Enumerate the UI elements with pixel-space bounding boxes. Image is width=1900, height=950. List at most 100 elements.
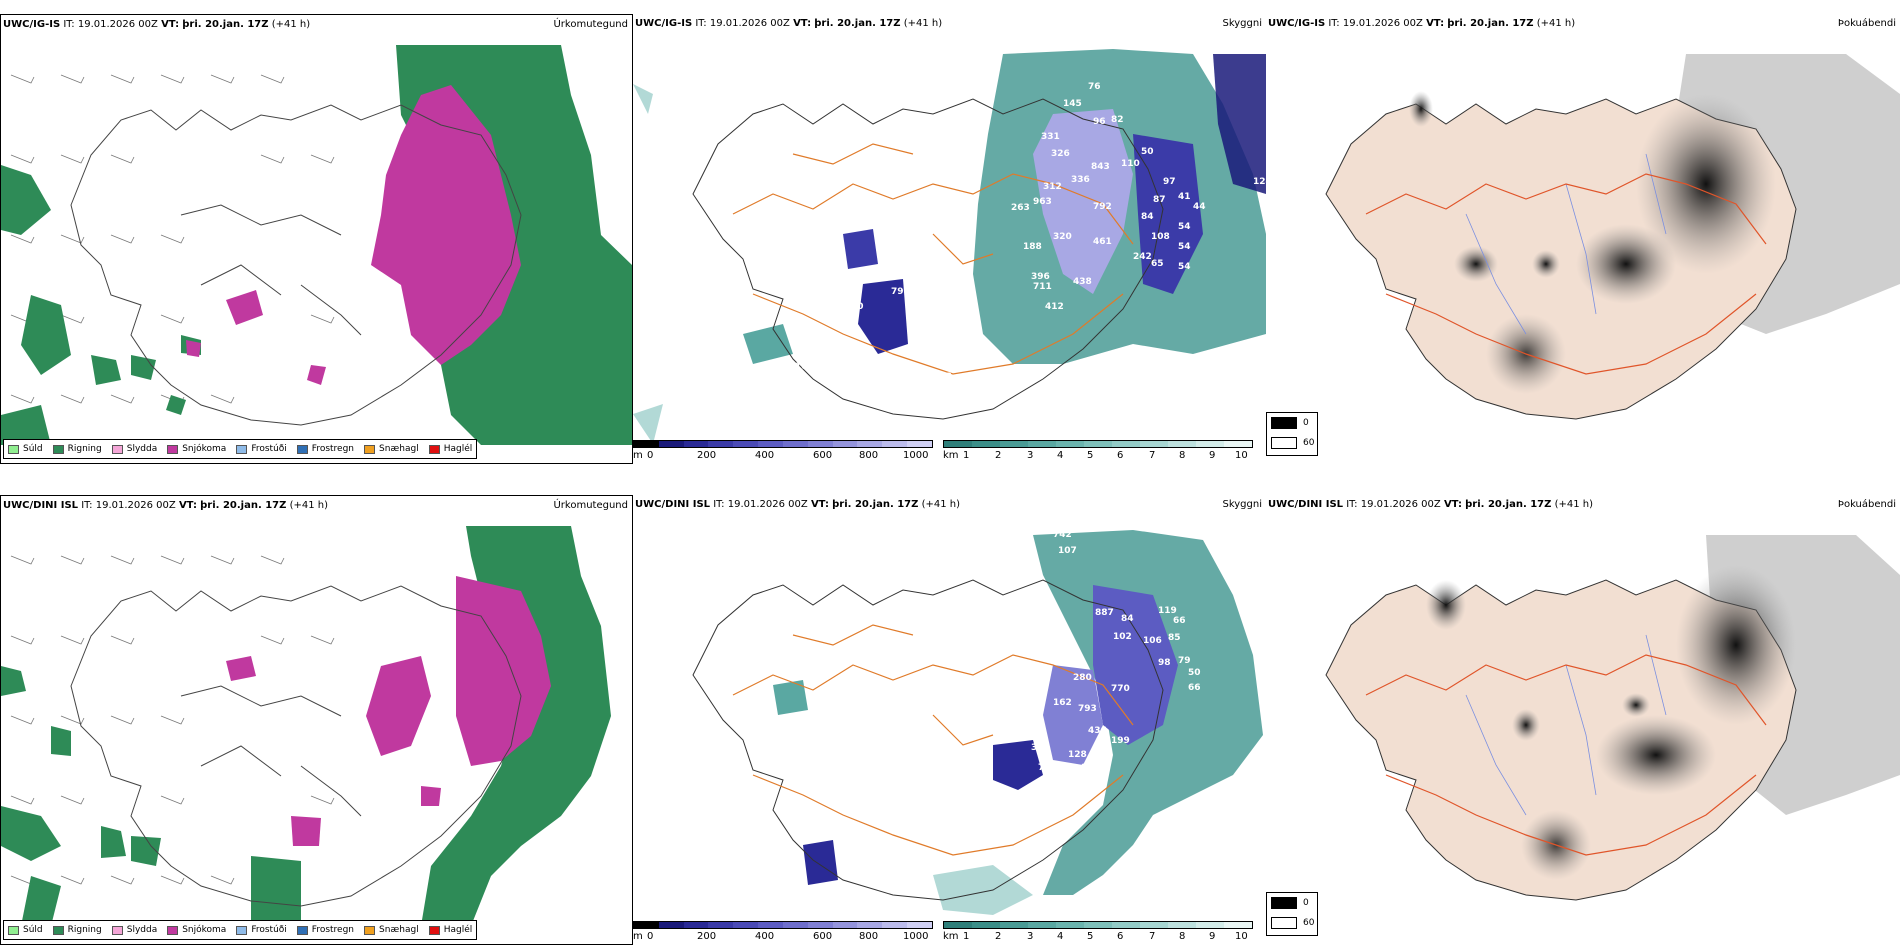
vt-label: VT:	[1426, 18, 1445, 29]
legend-label: Frostúði	[251, 444, 287, 454]
colorbar-cell	[882, 441, 908, 447]
cloud-base-value: 782	[1038, 763, 1057, 773]
precip-panel-bottom: UWC/DINI ISL IT: 19.01.2026 00Z VT: þri.…	[0, 495, 633, 945]
cloud-base-value: 108	[1151, 232, 1170, 242]
colorbar-cell	[733, 441, 759, 447]
cloud-base-value: 326	[1051, 149, 1070, 159]
colorbar-cell	[782, 441, 808, 447]
cloud-base-value: 312	[1043, 182, 1062, 192]
legend-item: Snæhagl	[364, 925, 419, 935]
legend-label: Snjókoma	[182, 925, 227, 935]
colorbar-cell	[1196, 441, 1224, 447]
cloud-base-value: 34	[897, 882, 910, 892]
colorbar-tick: 10	[1235, 450, 1248, 461]
it-value: 19.01.2026 00Z	[95, 500, 176, 511]
colorbar-cell	[634, 922, 659, 928]
legend-label: Haglél	[443, 444, 473, 454]
rain-areas	[1, 45, 632, 445]
cloud-base-value: 104	[887, 856, 906, 866]
colorbar-cell	[1224, 441, 1252, 447]
fog-legend-label: 60	[1303, 918, 1315, 928]
colorbar-tick: 9	[1209, 931, 1216, 942]
cloud-base-value: 843	[1091, 162, 1110, 172]
colorbar-unit: km	[943, 450, 959, 461]
colorbar-cell	[658, 922, 684, 928]
legend-item: Haglél	[428, 444, 473, 454]
colorbar-cell	[1196, 922, 1224, 928]
colorbar-cell	[683, 922, 709, 928]
height-colorbar-ticks: m 0 200 400 600 800 1000	[633, 450, 933, 462]
fog-legend-item: 60	[1271, 917, 1314, 929]
cloud-base-value: 50	[1141, 147, 1154, 157]
vt-value: þri. 20.jan. 17Z	[200, 500, 287, 511]
legend-item: Súld	[8, 444, 43, 454]
colorbar-cell	[1168, 441, 1196, 447]
visibility-colorbar: km 1 2 3 4 5 6 7 8 9 10	[943, 919, 1253, 945]
legend-item: Slydda	[111, 925, 157, 935]
legend-item: Snæhagl	[364, 444, 419, 454]
colorbar-tick: 2	[995, 450, 1002, 461]
vt-value: þri. 20.jan. 17Z	[832, 499, 919, 510]
cloud-base-value: 58	[875, 873, 888, 883]
legend-item: Súld	[8, 925, 43, 935]
cloud-base-value: 436	[1088, 726, 1107, 736]
fog-map	[1325, 535, 1900, 901]
panel-header: UWC/DINI ISL IT: 19.01.2026 00Z VT: þri.…	[1, 496, 632, 516]
cloud-base-value: 119	[1158, 606, 1177, 616]
legend-item: Snjókoma	[167, 444, 226, 454]
legend-swatch	[111, 925, 123, 935]
legend-item: Frostregn	[296, 444, 354, 454]
legend-label: Frostúði	[251, 925, 287, 935]
visibility-fields	[773, 530, 1263, 915]
cloud-base-value: 44	[1193, 202, 1206, 212]
cloud-base-value: 792	[1093, 202, 1112, 212]
snow-areas	[226, 576, 551, 846]
cloud-base-value: 32	[865, 894, 878, 904]
cloud-base-value: 336	[1071, 175, 1090, 185]
cloud-base-value: 54	[1178, 222, 1191, 232]
it-value: 19.01.2026 00Z	[77, 19, 158, 30]
cloud-base-value: 65	[1151, 259, 1164, 269]
colorbar-tick: 800	[859, 450, 879, 461]
colorbar-cell	[972, 922, 1000, 928]
lead-time: (+41 h)	[903, 18, 943, 29]
cloud-base-value: 331	[1041, 132, 1060, 142]
colorbar-tick: 600	[813, 450, 833, 461]
vt-label: VT:	[1443, 499, 1462, 510]
cloud-base-value: 76	[1088, 82, 1101, 92]
legend-item: Rigning	[52, 925, 102, 935]
legend-swatch	[8, 925, 19, 935]
height-colorbar: m 0 200 400 600 800 1000	[633, 919, 933, 945]
panel-header: UWC/IG-IS IT: 19.01.2026 00Z VT: þri. 20…	[1, 15, 632, 35]
colorbar-cell	[1056, 922, 1084, 928]
roads	[1365, 173, 1767, 375]
fog-legend-bottom: 0 60	[1266, 892, 1318, 936]
cloud-base-value: 244	[913, 422, 932, 432]
cloud-base-value: 107	[795, 362, 814, 372]
colorbar-cell	[1028, 441, 1056, 447]
legend-label: Snjókoma	[182, 444, 227, 454]
legend-item: Frostregn	[296, 925, 354, 935]
cloud-base-value: 412	[1045, 302, 1064, 312]
colorbar-cell	[832, 441, 858, 447]
cloud-base-value: 128	[1068, 750, 1087, 760]
precip-legend: Súld Rigning Slydda Snjókoma Frostúði Fr…	[3, 920, 478, 940]
legend-swatch	[52, 925, 64, 935]
fog-legend-top: 0 60	[1266, 412, 1318, 456]
model-name: UWC/IG-IS	[3, 19, 61, 30]
legend-swatch	[236, 444, 248, 454]
legend-swatch	[364, 444, 376, 454]
vt-value: þri. 20.jan. 17Z	[1465, 499, 1552, 510]
colorbar-tick: 0	[647, 450, 654, 461]
fog-legend-label: 0	[1303, 418, 1309, 428]
panel-title: Skyggni	[1222, 499, 1262, 510]
cloud-base-value: 87	[1153, 195, 1166, 205]
legend-label: Súld	[23, 444, 43, 454]
panel-title: Þokuábendi	[1837, 499, 1896, 510]
fog-legend-swatch	[1271, 897, 1297, 909]
cloud-base-value: 124	[1253, 177, 1266, 187]
cloud-base-value: 85	[1168, 633, 1181, 643]
lead-time: (+41 h)	[921, 499, 961, 510]
colorbar-tick: 7	[1149, 450, 1156, 461]
